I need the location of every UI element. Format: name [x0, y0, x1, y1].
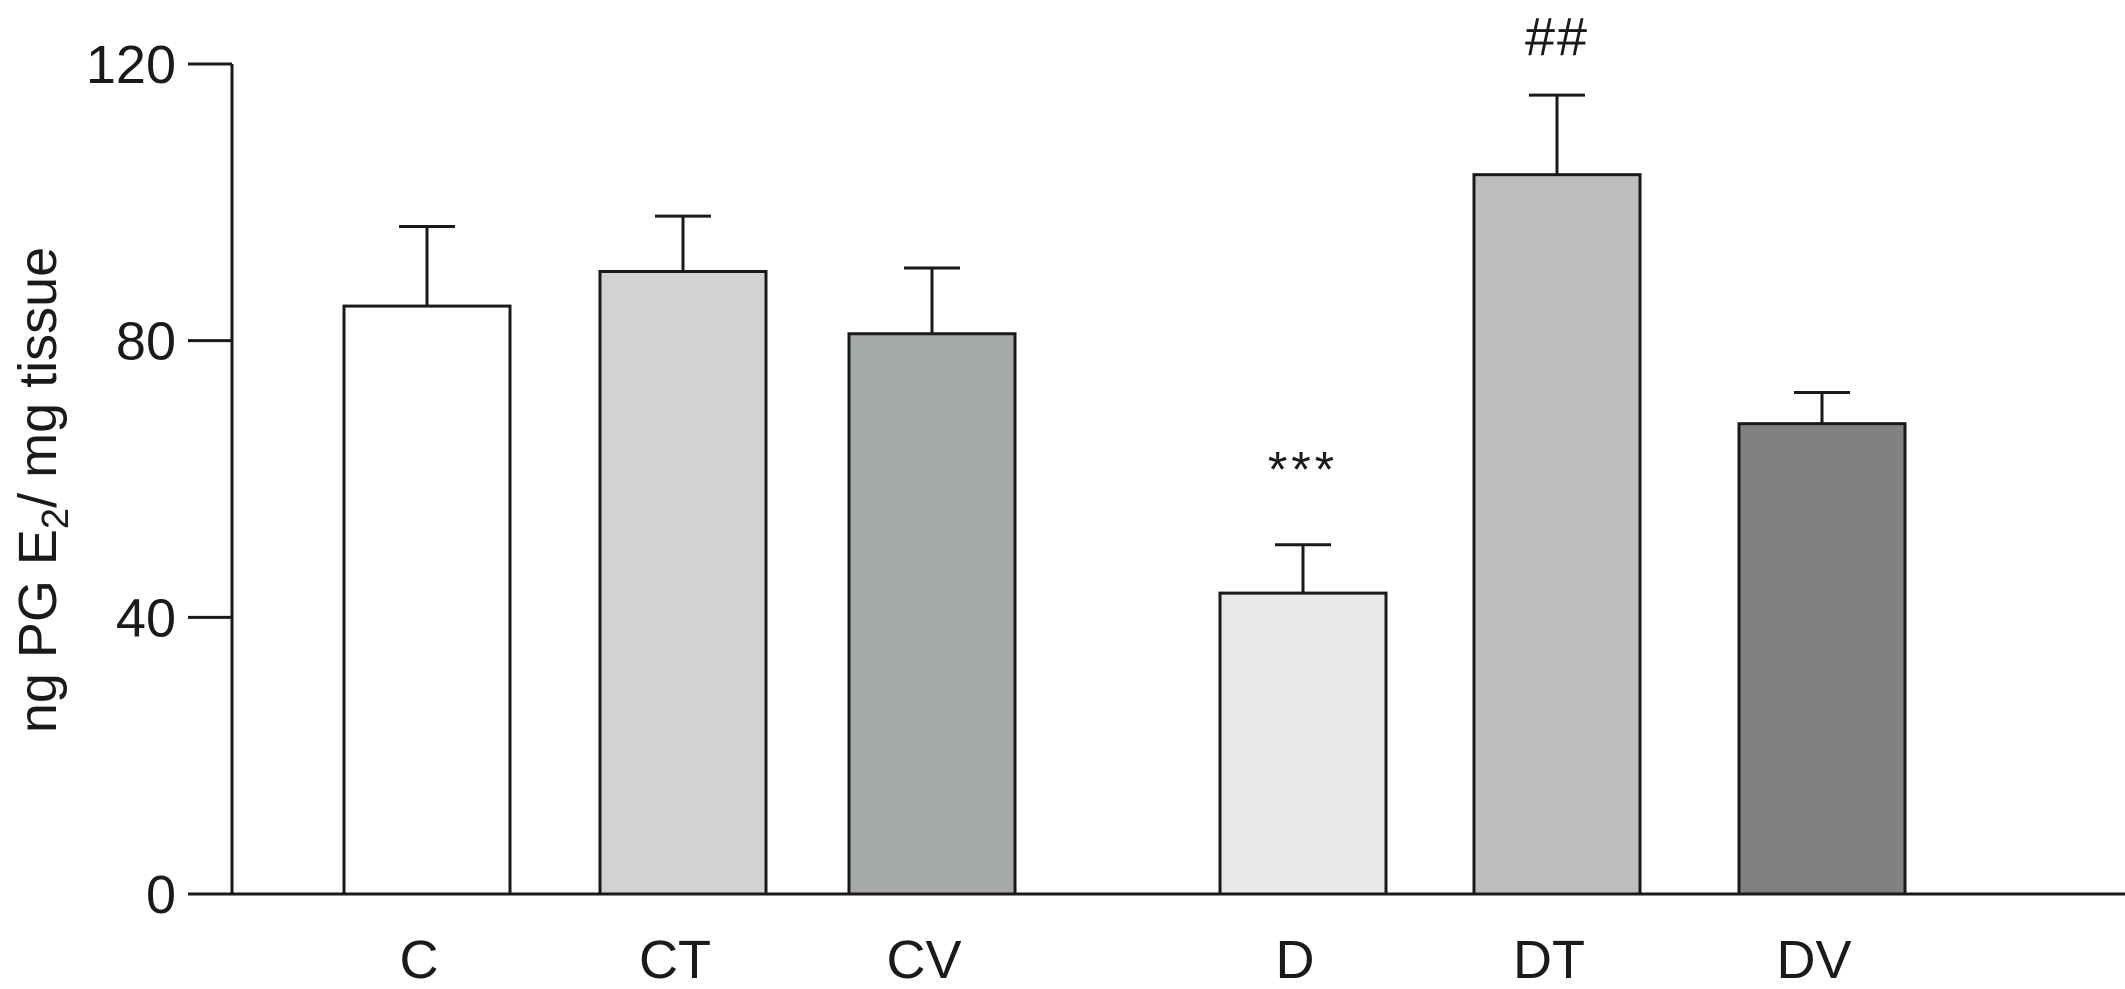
bar-DT [1472, 173, 1642, 896]
y-axis-label-suffix: / mg tissue [8, 247, 68, 508]
y-tick-label-0: 0 [146, 865, 176, 925]
annotation-DT: ## [1525, 7, 1589, 67]
bar-C [342, 304, 512, 896]
y-tick-label-1: 40 [116, 588, 176, 648]
x-tick-label-DV: DV [1776, 930, 1851, 989]
x-tick-label-D: D [1276, 930, 1315, 989]
bar-CT [598, 270, 768, 896]
y-axis-label-subscript: 2 [35, 508, 77, 529]
x-tick-label-CT: CT [639, 930, 711, 989]
bar-DV [1737, 422, 1907, 896]
bar-D [1218, 591, 1388, 896]
x-tick-label-DT: DT [1513, 930, 1585, 989]
x-tick-label-C: C [400, 930, 439, 989]
bar-CV [847, 332, 1017, 896]
x-tick-label-CV: CV [886, 930, 961, 989]
bars: C CT CV D *** DT ## DV [342, 7, 1907, 989]
y-axis-label: ng PG E2/ mg tissue [8, 247, 77, 733]
y-tick-label-2: 80 [116, 312, 176, 372]
y-axis-label-prefix: ng PG E [8, 529, 68, 733]
annotation-D: *** [1268, 442, 1338, 498]
y-tick-label-3: 120 [86, 35, 176, 95]
